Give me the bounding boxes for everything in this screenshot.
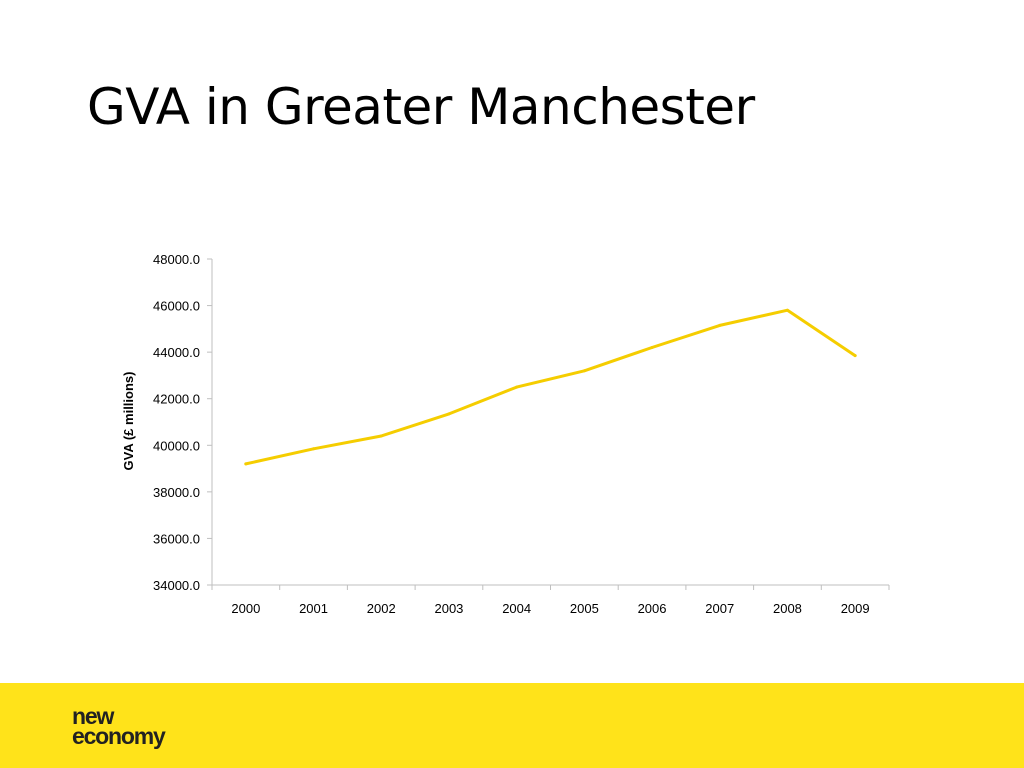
x-tick-label: 2000: [231, 601, 260, 616]
data-point: [379, 434, 383, 438]
x-tick-label: 2003: [434, 601, 463, 616]
y-axis: 34000.0 36000.0 38000.0 40000.0 42000.0 44000…: [153, 252, 213, 593]
gva-line-chart: 34000.0 36000.0 38000.0 40000.0 42000.0 44000…: [121, 252, 890, 616]
data-point: [244, 462, 248, 466]
data-point: [785, 308, 789, 312]
series-group: [244, 308, 857, 466]
x-tick-label: 2005: [570, 601, 599, 616]
series-line-0: [244, 308, 857, 466]
y-tick-label: 42000.0: [153, 392, 200, 407]
data-point: [650, 345, 654, 349]
data-point: [312, 447, 316, 451]
y-tick-label: 44000.0: [153, 345, 200, 360]
data-point: [447, 412, 451, 416]
y-tick-label: 46000.0: [153, 299, 200, 314]
logo-line-1: new: [72, 703, 114, 729]
data-point: [853, 354, 857, 358]
x-tick-label: 2001: [299, 601, 328, 616]
logo-line-2: economy: [72, 723, 166, 749]
x-tick-label: 2009: [841, 601, 870, 616]
y-tick-label: 36000.0: [153, 531, 200, 546]
x-tick-label: 2008: [773, 601, 802, 616]
y-axis-title: GVA (£ millions): [121, 372, 136, 471]
y-tick-label: 40000.0: [153, 438, 200, 453]
data-point: [718, 323, 722, 327]
new-economy-logo: new economy: [72, 703, 166, 749]
data-point: [515, 385, 519, 389]
x-tick-label: 2006: [638, 601, 667, 616]
x-tick-label: 2007: [705, 601, 734, 616]
x-axis: 2000 2001 2002 2003 2004 2005 2006 2007 2008 2009: [211, 584, 890, 616]
y-tick-label: 48000.0: [153, 252, 200, 267]
y-tick-label: 38000.0: [153, 485, 200, 500]
x-tick-label: 2004: [502, 601, 531, 616]
data-point: [582, 369, 586, 373]
slide-title: GVA in Greater Manchester: [87, 78, 755, 136]
y-tick-label: 34000.0: [153, 578, 200, 593]
x-tick-label: 2002: [367, 601, 396, 616]
footer-band: [0, 683, 1024, 768]
